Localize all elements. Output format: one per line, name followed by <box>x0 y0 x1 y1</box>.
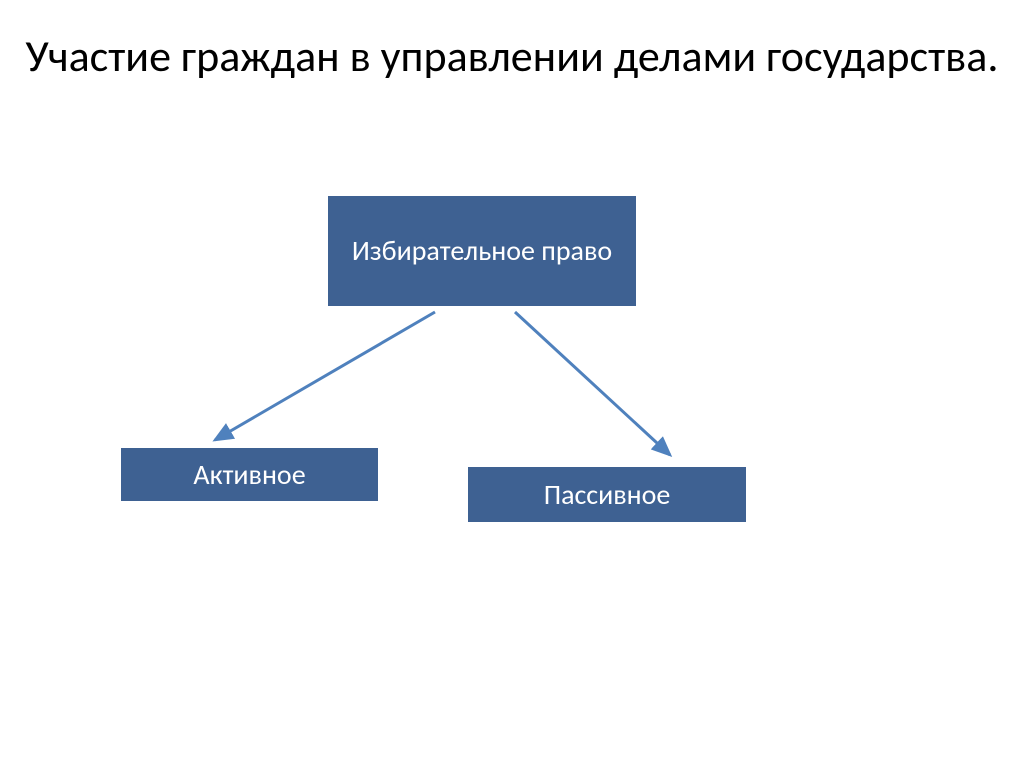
arrows-layer <box>0 0 1024 767</box>
edge-root-right <box>515 312 670 455</box>
slide-title: Участие граждан в управлении делами госу… <box>0 30 1024 83</box>
edge-root-left <box>215 312 435 440</box>
right-node: Пассивное <box>467 466 747 523</box>
right-node-label: Пассивное <box>544 477 671 512</box>
left-node-label: Активное <box>193 457 305 492</box>
left-node: Активное <box>120 447 379 502</box>
root-node-label: Избирательное право <box>352 233 612 269</box>
root-node: Избирательное право <box>327 195 637 307</box>
